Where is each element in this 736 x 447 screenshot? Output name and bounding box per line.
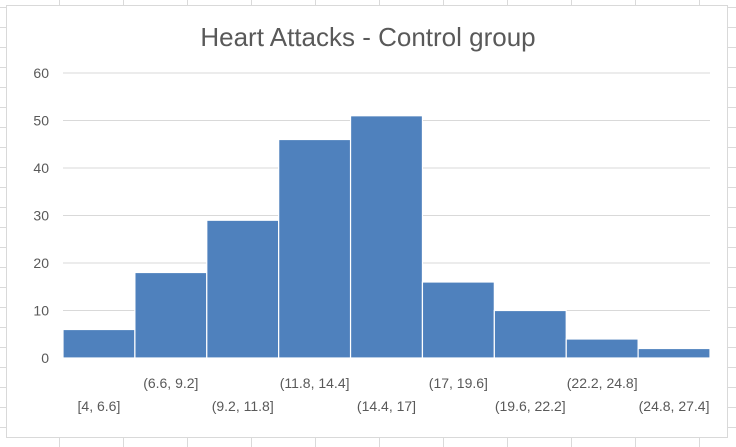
chart-area[interactable]: Heart Attacks - Control group 0 10 20 30 40 5… (6, 5, 728, 438)
x-axis-ticks: [4, 6.6] (6.6, 9.2] (9.2, 11.8] (11.8, 14.4… (78, 375, 710, 414)
x-tick-label: (19.6, 22.2] (495, 398, 566, 414)
x-tick-label: (9.2, 11.8] (212, 398, 274, 414)
bars (62, 115, 711, 359)
histogram-bar[interactable] (278, 138, 352, 359)
histogram-bar[interactable] (134, 271, 208, 359)
histogram-bar[interactable] (206, 219, 280, 359)
histogram-bar[interactable] (493, 309, 567, 359)
histogram-bar[interactable] (62, 328, 136, 359)
y-tick-label: 40 (33, 160, 49, 176)
x-tick-label: (14.4, 17] (357, 398, 416, 414)
x-tick-label: (17, 19.6] (429, 375, 488, 391)
x-tick-label: (6.6, 9.2] (143, 375, 198, 391)
y-tick-label: 0 (41, 350, 49, 366)
y-tick-label: 10 (33, 303, 49, 319)
y-tick-label: 20 (33, 255, 49, 271)
y-tick-label: 50 (33, 113, 49, 129)
x-tick-label: (11.8, 14.4] (280, 375, 350, 391)
histogram-bar[interactable] (637, 347, 711, 359)
x-tick-label: (24.8, 27.4] (639, 398, 710, 414)
histogram-bar[interactable] (565, 338, 639, 359)
histogram-bar[interactable] (349, 115, 424, 359)
y-tick-label: 30 (33, 208, 49, 224)
y-axis-ticks: 0 10 20 30 40 50 60 (33, 65, 49, 366)
histogram-bar[interactable] (421, 281, 495, 359)
chart-title: Heart Attacks - Control group (200, 22, 535, 52)
y-tick-label: 60 (33, 65, 49, 81)
x-tick-label: (22.2, 24.8] (567, 375, 638, 391)
histogram-chart: Heart Attacks - Control group 0 10 20 30 40 5… (33, 22, 711, 414)
x-tick-label: [4, 6.6] (78, 398, 121, 414)
